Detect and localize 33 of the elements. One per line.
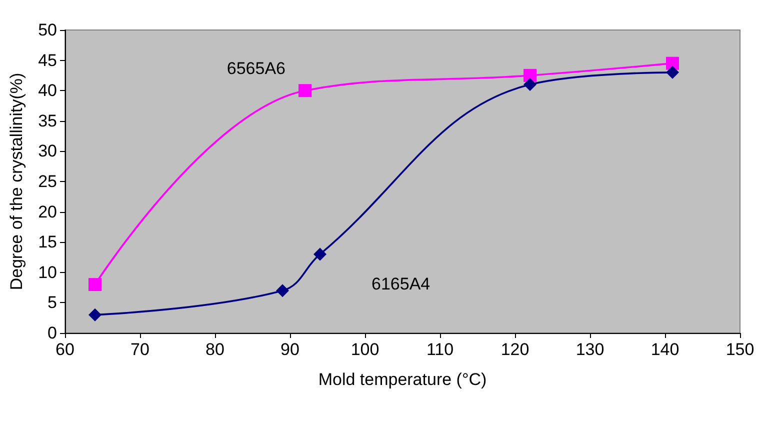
x-tick-label: 60 — [56, 340, 74, 359]
y-tick-label: 25 — [38, 172, 57, 191]
point — [276, 284, 289, 298]
point — [88, 308, 102, 322]
y-tick-label: 20 — [38, 202, 57, 222]
y-tick-label: 50 — [38, 20, 57, 40]
x-tick-label: 140 — [650, 340, 680, 359]
x-tick-label: 150 — [726, 340, 754, 359]
y-tick-label: 30 — [38, 142, 57, 161]
point — [314, 248, 326, 261]
y-tick-label: 10 — [38, 262, 57, 282]
x-tick-label: 100 — [350, 340, 380, 359]
y-tick-label: 40 — [38, 81, 57, 100]
x-tick-label: 110 — [426, 340, 454, 359]
point — [524, 68, 536, 82]
y-tick-label: 45 — [38, 50, 57, 70]
series-label: 6565A6 — [226, 59, 286, 78]
point — [88, 278, 102, 292]
text: 6165A4 — [372, 274, 430, 294]
x-tick-label: 80 — [206, 340, 224, 359]
point — [524, 78, 536, 92]
x-tick-label: 70 — [130, 340, 150, 359]
point — [298, 84, 312, 98]
y-tick-label: 35 — [38, 111, 57, 130]
x-tick-label: 130 — [576, 340, 604, 359]
y-tick-label: 15 — [38, 232, 57, 252]
x-tick-label: 120 — [500, 340, 530, 359]
x-axis-title: Mold temperature (°C) — [318, 370, 487, 389]
point — [666, 66, 679, 79]
y-tick-label: 5 — [48, 293, 57, 312]
y-tick-label: 0 — [48, 324, 57, 342]
y-axis-title: Degree of the crystallinity(%) — [7, 72, 26, 290]
x-tick-label: 90 — [280, 340, 300, 359]
